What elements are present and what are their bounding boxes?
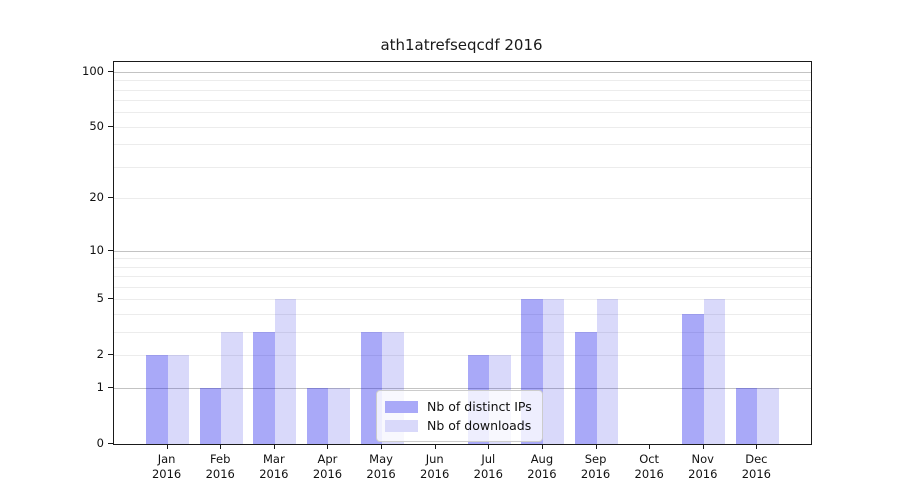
- y-tick: [108, 250, 113, 251]
- y-tick-label: 0: [96, 436, 104, 450]
- y-tick-label: 2: [96, 347, 104, 361]
- gridline-minor: [114, 299, 811, 301]
- y-tick: [108, 354, 113, 355]
- y-tick: [108, 197, 113, 198]
- x-tick: [756, 444, 758, 449]
- gridline-minor: [114, 126, 811, 128]
- legend-label-distinct-ips: Nb of distinct IPs: [427, 399, 532, 414]
- x-tick: [434, 444, 436, 449]
- y-tick: [108, 71, 113, 72]
- x-tick-label: Oct 2016: [634, 452, 664, 481]
- legend: Nb of distinct IPs Nb of downloads: [376, 390, 543, 442]
- y-tick-label: 20: [89, 190, 104, 204]
- x-tick-label: Mar 2016: [259, 452, 289, 481]
- gridline-minor: [114, 266, 811, 268]
- x-tick-label: Feb 2016: [205, 452, 235, 481]
- bar-downloads: [274, 299, 297, 444]
- gridline-major: [114, 388, 811, 390]
- gridline-minor: [114, 258, 811, 260]
- bar-distinct-ips: [682, 314, 704, 444]
- x-tick-label: Dec 2016: [741, 452, 772, 481]
- bar-downloads: [757, 388, 779, 444]
- legend-label-downloads: Nb of downloads: [427, 418, 532, 433]
- x-tick-label: Apr 2016: [312, 452, 343, 481]
- x-tick-label: Jun 2016: [420, 452, 450, 481]
- gridline-major: [114, 71, 811, 73]
- gridline-minor: [114, 332, 811, 334]
- gridline-minor: [114, 314, 811, 316]
- gridline-minor: [114, 112, 811, 114]
- x-tick-label: Nov 2016: [688, 452, 718, 481]
- gridline-minor: [114, 167, 811, 169]
- bar-distinct-ips: [735, 388, 758, 444]
- y-tick: [108, 443, 113, 444]
- gridline-minor: [114, 287, 811, 289]
- chart-title: ath1atrefseqcdf 2016: [380, 36, 543, 54]
- x-tick: [220, 444, 222, 449]
- bar-downloads: [596, 299, 618, 444]
- bar-downloads: [703, 299, 726, 444]
- bar-downloads: [542, 299, 565, 444]
- gridline-major: [114, 250, 811, 252]
- y-tick-label: 1: [96, 380, 104, 394]
- x-tick-label: Aug 2016: [527, 452, 557, 481]
- x-tick: [166, 444, 168, 449]
- y-tick-label: 5: [96, 291, 104, 305]
- x-tick-label: Sep 2016: [580, 452, 611, 481]
- y-tick-label: 10: [89, 243, 104, 257]
- x-tick-label: Jan 2016: [151, 452, 182, 481]
- gridline-minor: [114, 89, 811, 91]
- x-tick: [381, 444, 383, 449]
- x-tick-label: May 2016: [366, 452, 396, 481]
- bar-distinct-ips: [146, 355, 168, 444]
- y-tick: [108, 298, 113, 299]
- x-tick: [595, 444, 597, 449]
- x-tick: [488, 444, 490, 449]
- gridline-minor: [114, 100, 811, 102]
- legend-swatch-distinct-ips: [385, 400, 418, 413]
- x-tick: [702, 444, 704, 449]
- legend-item-downloads: Nb of downloads: [385, 416, 532, 435]
- bar-downloads: [167, 355, 190, 444]
- bar-downloads: [221, 332, 243, 444]
- y-tick-label: 100: [82, 64, 104, 78]
- x-tick-label: Jul 2016: [473, 452, 503, 481]
- x-tick: [649, 444, 651, 449]
- y-tick: [108, 126, 113, 127]
- gridline-minor: [114, 198, 811, 200]
- plot-area: Nb of distinct IPs Nb of downloads: [113, 61, 812, 445]
- gridline-minor: [114, 355, 811, 357]
- gridline-minor: [114, 144, 811, 146]
- bar-distinct-ips: [253, 332, 275, 444]
- bar-downloads: [328, 388, 350, 444]
- legend-swatch-downloads: [385, 419, 418, 432]
- bar-distinct-ips: [575, 332, 597, 444]
- y-tick: [108, 387, 113, 388]
- x-tick: [541, 444, 543, 449]
- gridline-minor: [114, 276, 811, 278]
- bar-distinct-ips: [199, 388, 222, 444]
- y-tick-label: 50: [89, 119, 104, 133]
- gridline-minor: [114, 80, 811, 82]
- x-tick: [273, 444, 275, 449]
- bar-distinct-ips: [307, 388, 329, 444]
- x-tick: [327, 444, 329, 449]
- legend-item-distinct-ips: Nb of distinct IPs: [385, 397, 532, 416]
